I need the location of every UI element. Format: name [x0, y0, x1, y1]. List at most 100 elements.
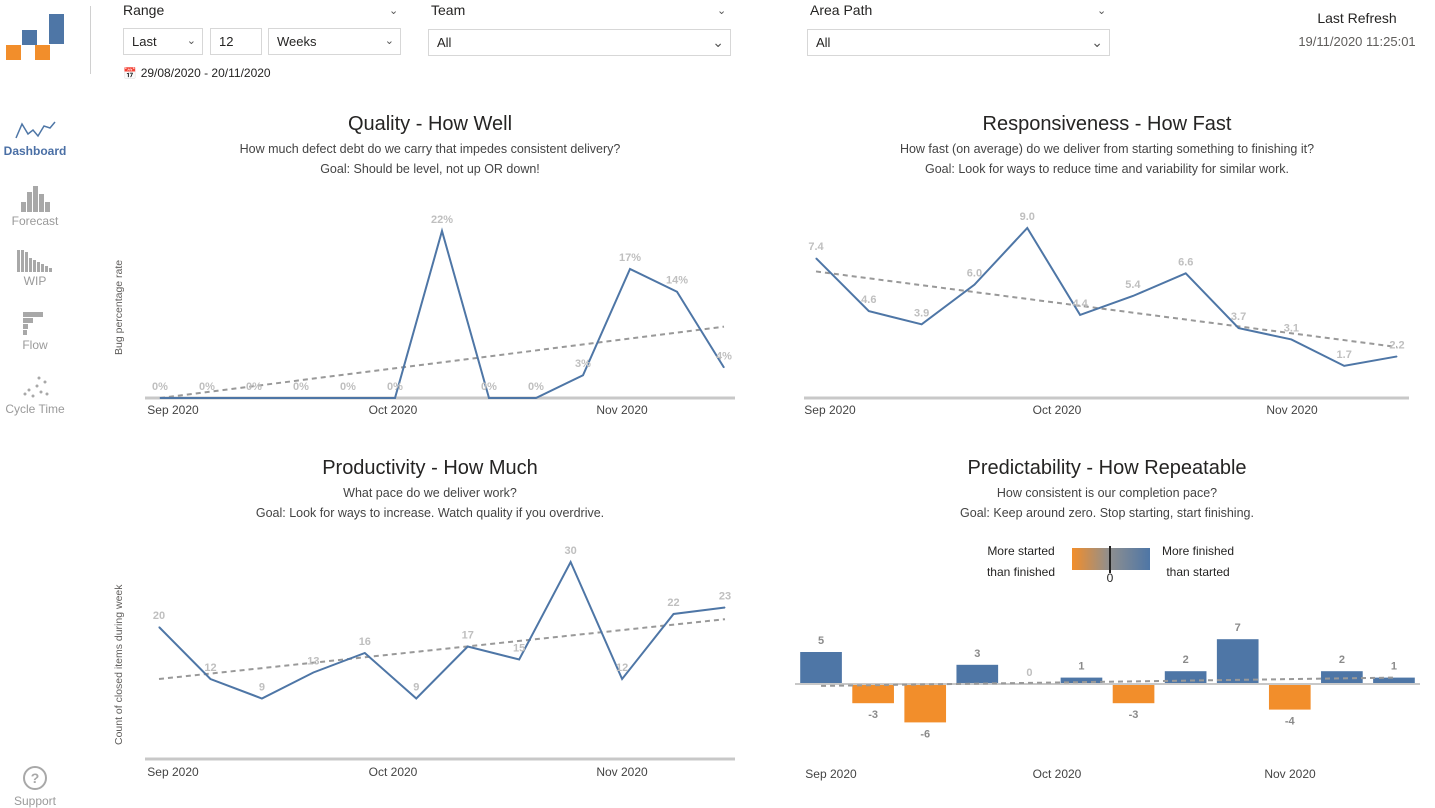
data-label: 16 [359, 636, 371, 648]
last-refresh-label: Last Refresh [1317, 10, 1397, 26]
nav-forecast[interactable]: Forecast [0, 184, 70, 228]
responsiveness-chart: 7.4 4.6 3.9 6.0 9.0 4.4 5.4 6.6 3.7 3.1 1.7 2.2 Sep … [804, 211, 1409, 417]
area-path-select[interactable]: All ⌄ [807, 29, 1110, 56]
nav-wip[interactable]: WIP [0, 248, 70, 288]
trend-line [821, 676, 1394, 687]
data-label: 13 [307, 656, 319, 668]
legend-zero-label: 0 [1106, 571, 1114, 585]
data-label: 23 [719, 591, 731, 603]
predictability-title: Predictability - How Repeatable [967, 457, 1247, 479]
histogram-icon [21, 186, 50, 212]
bar [1164, 671, 1207, 684]
data-label: 0% [152, 381, 168, 393]
data-point [261, 698, 263, 699]
chevron-down-icon: ⌄ [712, 34, 724, 50]
trend-line [159, 325, 725, 399]
range-unit-select[interactable]: Weeks ⌄ [268, 28, 401, 55]
productivity-subtitle: What pace do we deliver work? [343, 486, 517, 500]
data-label: 2 [1339, 654, 1345, 666]
data-label: 9 [413, 682, 419, 694]
date-range-text: 29/08/2020 - 20/11/2020 [140, 66, 271, 80]
data-point [1185, 272, 1187, 274]
data-point [570, 561, 572, 563]
predictability-goal: Goal: Keep around zero. Stop starting, s… [960, 506, 1254, 520]
series-line [158, 559, 726, 700]
data-point [415, 698, 417, 699]
chevron-down-icon: ⌄ [1091, 34, 1103, 50]
last-refresh-value: 19/11/2020 11:25:01 [1298, 34, 1416, 49]
data-point [815, 257, 817, 259]
data-label: 2.2 [1389, 339, 1404, 351]
data-label: 17 [462, 630, 474, 642]
data-point [1079, 314, 1081, 316]
x-tick-label: Sep 2020 [147, 403, 199, 417]
data-point [621, 678, 623, 680]
data-point [724, 607, 726, 608]
question-icon: ? [23, 766, 47, 790]
data-point [868, 310, 870, 312]
quality-goal: Goal: Should be level, not up OR down! [320, 162, 540, 176]
trend-line [815, 270, 1398, 348]
data-label: -4 [1285, 716, 1296, 728]
range-mode-select[interactable]: Last ⌄ [123, 28, 203, 55]
legend-left: More started than finished [975, 541, 1067, 583]
bar [1373, 677, 1415, 684]
range-unit-value: Weeks [277, 34, 317, 49]
data-label: 12 [204, 662, 216, 674]
team-select[interactable]: All ⌄ [428, 29, 731, 56]
area-path-collapse-icon[interactable]: ⌄ [1097, 5, 1107, 17]
data-point [1132, 295, 1134, 297]
data-label: 4.6 [861, 294, 876, 306]
data-label: 1 [1078, 661, 1084, 673]
nav-label: Dashboard [3, 144, 67, 158]
responsiveness-title: Responsiveness - How Fast [982, 113, 1232, 135]
x-tick-label: Oct 2020 [1033, 767, 1082, 781]
bar [852, 684, 894, 704]
data-label: 0% [340, 381, 356, 393]
productivity-ylabel: Count of closed items during week [113, 584, 125, 746]
chevron-down-icon: ⌄ [186, 35, 196, 47]
data-label: -6 [920, 728, 930, 740]
data-label: 17% [619, 252, 641, 264]
range-count-input[interactable]: 12 [210, 28, 262, 55]
responsiveness-goal: Goal: Look for ways to reduce time and v… [924, 162, 1290, 176]
team-collapse-icon[interactable]: ⌄ [717, 5, 727, 17]
data-point [1343, 365, 1345, 367]
data-point [723, 367, 725, 369]
data-label: 22 [667, 597, 679, 609]
range-collapse-icon[interactable]: ⌄ [389, 5, 399, 17]
data-point [582, 374, 584, 376]
data-label: 5 [818, 635, 824, 647]
header-divider [90, 6, 91, 74]
data-point [1290, 338, 1292, 340]
legend-right: More finished than started [1152, 541, 1244, 583]
data-point [673, 613, 675, 615]
data-label: 0% [528, 381, 544, 393]
nav-dashboard[interactable]: Dashboard [0, 116, 70, 158]
data-point [1238, 327, 1240, 329]
data-label: 9 [259, 682, 265, 694]
data-label: 3 [974, 648, 980, 660]
data-point [441, 230, 443, 232]
support-label: Support [13, 794, 57, 808]
legend-gradient [1072, 548, 1150, 570]
data-label: 0 [1026, 667, 1032, 679]
data-point [209, 678, 211, 680]
bar [800, 652, 842, 684]
data-point [394, 397, 396, 399]
x-tick-label: Sep 2020 [804, 403, 856, 417]
data-label: 1 [1391, 661, 1397, 673]
nav-support[interactable]: ? Support [0, 764, 70, 808]
nav-cycle-time[interactable]: Cycle Time [0, 374, 70, 416]
quality-chart: 0% 0% 0% 0% 0% 0% 22% 0% 0% 3% 17% 14% 4% Sep 2020 Oct… [145, 214, 735, 417]
data-label: 5.4 [1125, 279, 1141, 291]
data-point [518, 659, 520, 660]
data-point [535, 397, 537, 399]
range-label: Range [123, 2, 165, 18]
nav-label: Cycle Time [5, 402, 65, 416]
data-label: 0% [481, 381, 497, 393]
data-point [676, 291, 678, 293]
area-path-value: All [816, 35, 831, 50]
data-label: 15 [513, 643, 525, 655]
nav-flow[interactable]: Flow [0, 310, 70, 352]
